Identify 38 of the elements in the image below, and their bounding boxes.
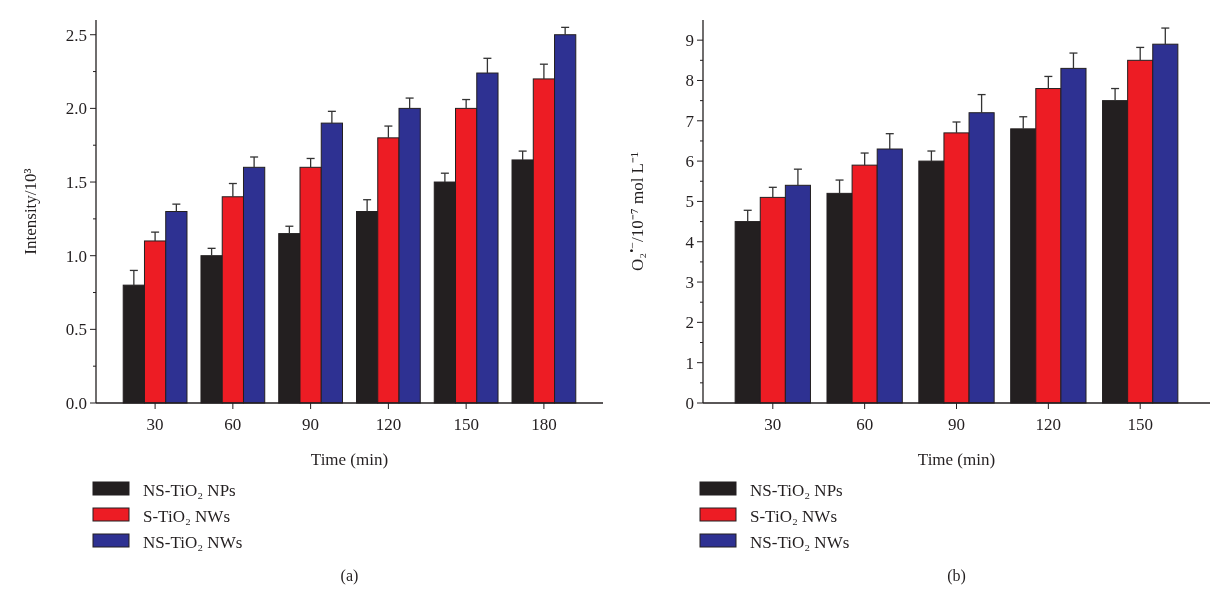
- x-tick-label: 30: [146, 415, 164, 434]
- y-tick-label: 8: [685, 71, 694, 91]
- x-tick-label: 180: [531, 415, 557, 434]
- y-tick-label: 2: [685, 313, 694, 333]
- y-tick-label: 1.5: [65, 172, 87, 192]
- y-tick-label: 0: [685, 393, 694, 413]
- x-tick-label: 60: [224, 415, 242, 434]
- y-tick-label: 6: [685, 152, 694, 172]
- y-tick-label: 3: [685, 273, 694, 292]
- x-tick-label: 120: [1035, 415, 1062, 434]
- y-tick-label: 4: [685, 232, 695, 252]
- x-tick-label: 150: [1127, 415, 1153, 434]
- legend-label: S-TiO₂ NWs: [143, 506, 231, 526]
- x-axis-title: Time (min): [310, 450, 389, 469]
- y-tick-label: 7: [685, 111, 695, 131]
- text: (b): [947, 567, 966, 585]
- x-tick-label: 150: [453, 415, 479, 434]
- y-tick-label: 1.0: [65, 246, 87, 266]
- x-tick-label: 60: [856, 415, 874, 434]
- y-tick-label: 9: [685, 31, 694, 51]
- y-axis-title: Intensity/10³: [21, 168, 40, 255]
- text: (a): [340, 567, 359, 585]
- y-tick-label: 2.5: [65, 25, 87, 45]
- x-tick-label: 90: [302, 415, 320, 434]
- x-tick-label: 30: [764, 415, 782, 434]
- y-tick-label: 1: [685, 353, 694, 373]
- legend-label: NS-TiO₂ NPs: [143, 480, 236, 500]
- y-tick-label: 0.0: [65, 393, 87, 413]
- legend-label: NS-TiO₂ NWs: [750, 532, 850, 552]
- y-tick-label: 2.0: [65, 99, 87, 119]
- x-axis-title: Time (min): [917, 450, 996, 469]
- legend-label: NS-TiO₂ NPs: [750, 480, 843, 500]
- y-tick-label: 0.5: [65, 320, 87, 340]
- legend-label: NS-TiO₂ NWs: [143, 532, 243, 552]
- x-tick-label: 120: [375, 415, 402, 434]
- y-tick-label: 5: [685, 192, 694, 212]
- x-tick-label: 90: [948, 415, 965, 434]
- legend-label: S-TiO₂ NWs: [750, 506, 838, 526]
